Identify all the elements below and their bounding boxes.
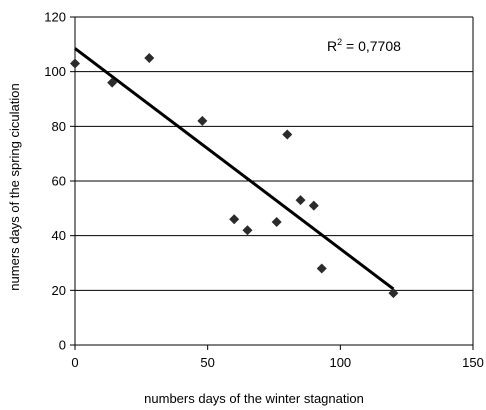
data-point: [271, 217, 282, 227]
axes: [70, 16, 474, 350]
data-point: [308, 200, 319, 211]
y-tick-label: 100: [44, 64, 66, 79]
trendline-group: [74, 47, 395, 291]
data-point: [316, 263, 327, 274]
x-tick-label: 0: [71, 355, 78, 370]
r-squared-value: = 0,7708: [342, 38, 401, 54]
y-tick-label: 0: [59, 338, 66, 353]
gridlines: [75, 16, 473, 291]
x-tick-label: 50: [200, 355, 214, 370]
r-squared-prefix: R: [327, 38, 337, 54]
plot-area: 0 20 40 60 80 100 120 0 50 100 150: [44, 10, 484, 371]
data-point: [197, 115, 208, 126]
y-tick-label: 40: [52, 228, 66, 243]
y-axis-title: numers days of the spring ciculation: [7, 83, 22, 290]
data-point: [107, 77, 118, 88]
x-tick-label: 100: [329, 355, 351, 370]
x-axis-title: numbers days of the winter stagnation: [144, 391, 364, 406]
data-point: [144, 53, 155, 63]
y-tick-label: 60: [52, 174, 66, 189]
data-points: [70, 53, 399, 299]
y-tick-label: 80: [52, 119, 66, 134]
data-point: [282, 129, 293, 140]
data-point: [242, 225, 253, 236]
data-point: [229, 214, 240, 225]
tick-labels: 0 20 40 60 80 100 120 0 50 100 150: [44, 10, 484, 371]
r-squared-annotation: R2 = 0,7708: [327, 37, 401, 54]
data-point: [388, 288, 399, 299]
r-squared-superscript: 2: [337, 37, 342, 47]
y-tick-label: 120: [44, 10, 66, 25]
data-point: [295, 195, 306, 206]
x-tick-label: 150: [462, 355, 484, 370]
data-point: [70, 58, 80, 69]
trendline: [74, 47, 395, 291]
y-tick-label: 20: [52, 283, 66, 298]
